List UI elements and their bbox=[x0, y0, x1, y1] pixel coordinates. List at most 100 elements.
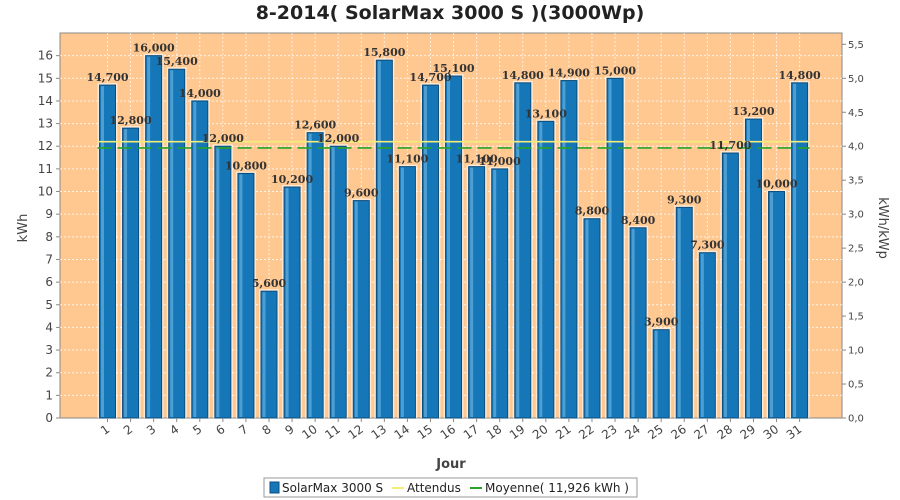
bar-highlight bbox=[216, 147, 220, 417]
x-tick-label: 8 bbox=[259, 422, 273, 438]
bar-highlight bbox=[354, 201, 358, 417]
x-tick-label: 26 bbox=[668, 422, 689, 442]
x-tick-label: 24 bbox=[622, 422, 643, 442]
data-label: 8,800 bbox=[575, 205, 610, 218]
legend-swatch-bar bbox=[269, 481, 280, 494]
y-tick-label: 8 bbox=[45, 230, 53, 244]
y-tick-label: 10 bbox=[38, 185, 53, 199]
y-tick-label: 14 bbox=[38, 94, 53, 108]
x-tick-label: 9 bbox=[282, 422, 296, 438]
reference-lines bbox=[97, 140, 810, 149]
data-label: 14,800 bbox=[779, 69, 821, 82]
bar-highlight bbox=[239, 174, 243, 417]
x-tick-label: 12 bbox=[345, 422, 366, 442]
bar-highlight bbox=[608, 79, 612, 417]
bar-highlight bbox=[331, 147, 335, 417]
bar-highlight bbox=[262, 292, 266, 417]
data-label: 13,100 bbox=[525, 107, 567, 120]
bar-highlight bbox=[308, 133, 312, 417]
y-tick-label: 13 bbox=[38, 117, 53, 131]
y-right-tick-label: 5,0 bbox=[848, 74, 864, 85]
y-tick-label: 7 bbox=[45, 252, 53, 266]
y-right-tick-label: 0,0 bbox=[848, 414, 864, 425]
y-tick-label: 16 bbox=[38, 49, 53, 63]
y-tick-label: 1 bbox=[45, 388, 53, 402]
y-tick-label: 15 bbox=[38, 71, 53, 85]
y-right-tick-label: 3,5 bbox=[848, 176, 864, 187]
bar-highlight bbox=[631, 228, 635, 417]
bar-highlight bbox=[124, 129, 128, 417]
y-tick-label: 2 bbox=[45, 366, 53, 380]
data-label: 10,800 bbox=[225, 159, 267, 172]
y-right-tick-label: 1,0 bbox=[848, 346, 864, 357]
bar-highlight bbox=[101, 86, 104, 418]
y-axis-right-ticks: 0,0 0,5 1,0 1,5 2,0 2,5 3,0 3,5 4,0 4,5 5,0 5,5 bbox=[842, 40, 864, 425]
data-label: 14,700 bbox=[409, 71, 451, 84]
data-label: 15,100 bbox=[432, 62, 474, 75]
data-label: 10,200 bbox=[271, 173, 313, 186]
x-tick-label: 18 bbox=[484, 422, 505, 442]
y-tick-label: 12 bbox=[38, 139, 53, 153]
x-tick-label: 16 bbox=[438, 422, 459, 442]
y-axis-right-label: kWh/kWp bbox=[875, 197, 890, 259]
y-right-tick-label: 0,5 bbox=[848, 380, 864, 391]
x-tick-label: 29 bbox=[738, 422, 759, 442]
y-tick-label: 3 bbox=[45, 343, 53, 357]
data-label: 14,000 bbox=[179, 87, 221, 100]
x-tick-label: 22 bbox=[576, 422, 597, 442]
bar-highlight bbox=[539, 122, 543, 417]
data-label: 12,000 bbox=[317, 132, 359, 145]
bar-highlight bbox=[723, 154, 727, 417]
data-label: 11,700 bbox=[709, 139, 751, 152]
x-tick-label: 25 bbox=[645, 422, 666, 442]
y-tick-label: 6 bbox=[45, 275, 53, 289]
data-label: 9,300 bbox=[667, 193, 702, 206]
data-label: 12,600 bbox=[294, 119, 336, 132]
legend-box bbox=[263, 477, 638, 498]
bar-highlight bbox=[493, 169, 497, 417]
x-tick-label: 30 bbox=[761, 422, 782, 442]
x-tick-label: 2 bbox=[121, 422, 135, 438]
x-tick-label: 13 bbox=[369, 422, 390, 442]
y-tick-label: 5 bbox=[45, 298, 53, 312]
bar-highlight bbox=[677, 208, 681, 417]
x-tick-label: 28 bbox=[715, 422, 736, 442]
bar-highlight bbox=[147, 56, 151, 417]
x-axis-label: Jour bbox=[435, 457, 466, 472]
x-tick-label: 3 bbox=[144, 422, 158, 438]
x-tick-label: 10 bbox=[299, 422, 320, 442]
x-tick-label: 23 bbox=[599, 422, 620, 442]
data-label: 15,800 bbox=[363, 46, 405, 59]
chart-title: 8-2014( SolarMax 3000 S )(3000Wp) bbox=[256, 2, 645, 24]
bar-highlight bbox=[654, 330, 658, 417]
x-tick-label: 11 bbox=[322, 422, 343, 442]
data-label: 8,400 bbox=[621, 214, 656, 227]
data-label: 11,100 bbox=[456, 153, 498, 166]
legend-entry-moyenne: Moyenne( 11,926 kWh ) bbox=[485, 481, 629, 495]
x-tick-label: 15 bbox=[415, 422, 436, 442]
legend-entry-bars: SolarMax 3000 S bbox=[282, 481, 383, 495]
x-tick-label: 27 bbox=[691, 422, 712, 442]
bar-highlight bbox=[746, 120, 750, 417]
y-right-tick-label: 1,5 bbox=[848, 312, 864, 323]
y-right-tick-label: 4,0 bbox=[848, 142, 864, 153]
bar-highlight bbox=[793, 83, 797, 417]
y-right-tick-label: 5,5 bbox=[848, 40, 864, 51]
data-label: 14,700 bbox=[86, 71, 128, 84]
data-label: 13,200 bbox=[732, 105, 774, 118]
y-right-tick-label: 4,5 bbox=[848, 108, 864, 119]
data-label: 11,100 bbox=[386, 153, 428, 166]
bar-highlight bbox=[516, 83, 520, 417]
data-label: 14,800 bbox=[502, 69, 544, 82]
x-tick-label: 31 bbox=[784, 422, 805, 442]
x-tick-label: 4 bbox=[167, 422, 181, 438]
data-label: 11,000 bbox=[479, 155, 521, 168]
bar-highlight bbox=[562, 81, 566, 417]
y-right-tick-label: 2,0 bbox=[848, 278, 864, 289]
x-axis-ticks: 1 2 3 4 5 6 7 8 9 10 11 12 13 14 15 16 17 18 19 20 21 22 23 24 2… bbox=[98, 418, 804, 442]
bar-highlight bbox=[285, 188, 289, 417]
x-tick-label: 21 bbox=[553, 422, 574, 442]
data-label: 7,300 bbox=[690, 239, 725, 252]
